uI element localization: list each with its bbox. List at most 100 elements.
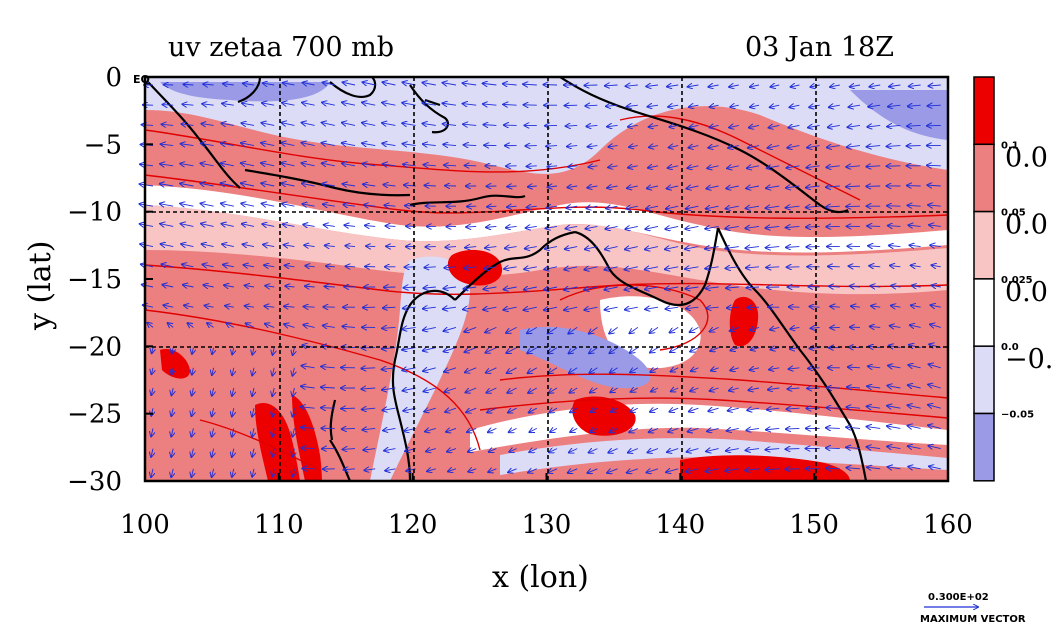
- y-axis-label: y (lat): [23, 241, 58, 331]
- wind-vector: [509, 449, 517, 452]
- wind-vector: [706, 206, 719, 209]
- colorbar-level-label: −0.05: [1001, 410, 1034, 421]
- wind-vector: [503, 104, 517, 105]
- wind-vector: [304, 245, 315, 247]
- wind-vector: [301, 407, 315, 408]
- wind-vector: [182, 264, 194, 267]
- wind-vector: [871, 306, 881, 307]
- wind-vector: [786, 186, 800, 188]
- colorbar-level-label: 0.0: [1001, 342, 1019, 353]
- wind-vector: [610, 388, 618, 392]
- wind-vector: [345, 246, 356, 247]
- wind-vector: [527, 206, 537, 207]
- wind-vector: [649, 125, 659, 127]
- wind-vector: [746, 267, 760, 268]
- wind-vector: [690, 388, 699, 391]
- wind-vector: [628, 125, 638, 126]
- wind-vector: [524, 287, 537, 290]
- wind-vector: [192, 367, 194, 375]
- wind-vector: [252, 408, 254, 416]
- wind-vector: [343, 82, 356, 85]
- wind-vector: [325, 245, 335, 246]
- wind-vector: [508, 469, 517, 473]
- wind-vector: [403, 144, 416, 146]
- wind-vector: [650, 347, 659, 353]
- wind-vector: [669, 125, 679, 127]
- wind-vector: [608, 449, 618, 453]
- wind-vector: [383, 82, 396, 85]
- wind-vector: [305, 286, 315, 287]
- wind-vector: [810, 307, 820, 308]
- wind-vector: [444, 267, 457, 268]
- wind-vector: [686, 469, 699, 472]
- wind-vector: [828, 125, 840, 127]
- wind-vector: [569, 347, 578, 354]
- wind-vector: [931, 305, 941, 307]
- wind-vector: [846, 447, 861, 448]
- wind-vector: [466, 408, 477, 412]
- wind-vector: [325, 286, 335, 287]
- wind-vector: [423, 307, 436, 309]
- wind-vector: [826, 206, 840, 207]
- wind-vector: [525, 247, 537, 249]
- wind-vector: [252, 448, 254, 457]
- wind-vector: [706, 287, 719, 289]
- y-tick-label: −10: [67, 198, 122, 228]
- wind-vector: [180, 164, 194, 166]
- wind-vector: [927, 185, 941, 186]
- wind-vector: [504, 267, 517, 269]
- wind-vector: [221, 123, 234, 125]
- wind-vector: [523, 84, 537, 85]
- wind-vector: [750, 85, 760, 87]
- wind-vector: [202, 104, 214, 105]
- wind-vector: [443, 124, 457, 126]
- wind-vector: [507, 367, 517, 373]
- wind-vector: [292, 387, 294, 396]
- wind-vector: [363, 449, 376, 451]
- wind-vector: [212, 367, 214, 375]
- wind-vector: [466, 226, 477, 227]
- wind-vector: [910, 245, 921, 246]
- wind-vector: [484, 267, 497, 269]
- wind-vector: [425, 428, 436, 431]
- wind-vector: [485, 347, 497, 353]
- wind-vector: [201, 143, 214, 145]
- wind-vector: [726, 267, 739, 269]
- wind-vector: [928, 105, 941, 106]
- wind-vector: [463, 124, 477, 125]
- wind-vector: [212, 468, 214, 477]
- wind-vector: [222, 103, 234, 105]
- wind-vector: [272, 448, 274, 457]
- wind-vector: [487, 206, 497, 207]
- wind-vector: [650, 408, 659, 412]
- wind-vector: [606, 105, 618, 106]
- wind-vector: [866, 166, 881, 167]
- x-tick-label: 150: [789, 510, 839, 540]
- wind-vector: [566, 206, 578, 208]
- wind-vector: [706, 186, 719, 189]
- field-pos-strong-7: [160, 349, 190, 379]
- wind-vector: [168, 323, 174, 327]
- wind-vector: [444, 388, 457, 392]
- wind-vector: [364, 469, 376, 470]
- wind-vector: [272, 468, 274, 477]
- wind-vector: [363, 82, 376, 85]
- wind-vector: [507, 206, 517, 207]
- wind-vector: [252, 468, 254, 477]
- wind-vector: [688, 85, 699, 87]
- wind-vector: [628, 449, 638, 453]
- wind-vector: [707, 428, 719, 431]
- wind-vector: [769, 368, 780, 370]
- wind-vector: [191, 428, 193, 436]
- wind-vector: [868, 105, 881, 107]
- wind-vector: [549, 387, 558, 393]
- wind-vector: [750, 368, 760, 370]
- wind-vector: [282, 183, 295, 186]
- wind-vector: [272, 347, 274, 355]
- wind-vector: [668, 428, 679, 432]
- wind-vector: [705, 267, 719, 269]
- wind-vector: [868, 246, 881, 247]
- wind-vector: [245, 285, 255, 287]
